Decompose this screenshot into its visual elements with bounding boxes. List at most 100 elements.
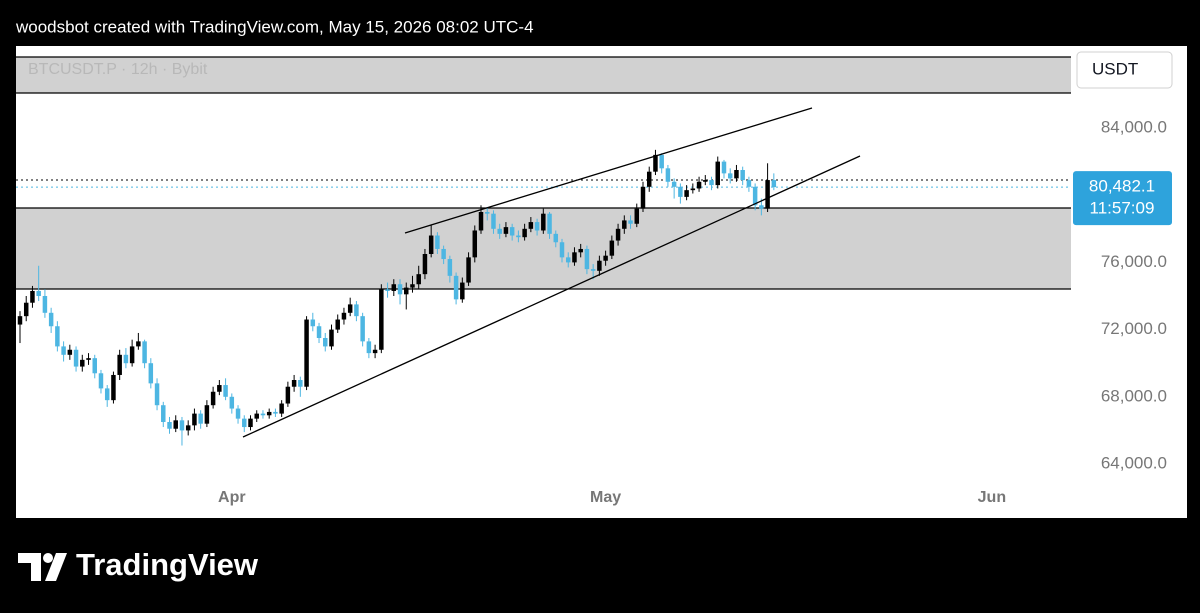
candle-body (210, 391, 216, 406)
candle-body (397, 284, 403, 295)
candle-body (204, 405, 210, 424)
candle-body (516, 235, 521, 238)
candle-body (92, 358, 97, 374)
candle-body (478, 212, 484, 231)
candle-body (385, 289, 390, 291)
candle-body (30, 290, 35, 303)
candle-body (366, 341, 372, 354)
candle-body (335, 319, 340, 330)
candle-body (559, 242, 565, 258)
logo-mark (43, 553, 53, 563)
y-tick-label: 68,000.0 (1101, 386, 1167, 405)
symbol-label: BTCUSDT.P · 12h · Bybit (28, 61, 208, 78)
candle-body (254, 413, 259, 419)
brand-logo (18, 553, 67, 581)
candle-body (466, 257, 471, 283)
candle-body (671, 181, 677, 187)
candle-body (36, 290, 41, 297)
candle-body (242, 418, 247, 428)
candle-body (435, 235, 440, 249)
candle-body (759, 205, 764, 209)
candle-body (659, 154, 664, 169)
candle-body (590, 269, 596, 271)
currency-box[interactable] (1076, 51, 1173, 89)
candle-body (497, 228, 502, 234)
candle-body (472, 230, 478, 258)
price-label-box (1073, 171, 1172, 226)
candle-body (379, 289, 384, 350)
candle-body (609, 240, 615, 256)
candle-body (765, 180, 770, 209)
candle-body (603, 255, 608, 261)
logo-mark (18, 553, 41, 581)
candle-body (55, 326, 60, 347)
candle-body (678, 186, 683, 197)
candle-body (410, 284, 415, 288)
candle-body (48, 312, 54, 327)
candle-body (266, 411, 272, 416)
candle-body (341, 312, 347, 320)
candle-body (148, 363, 154, 384)
header-text: woodsbot created with TradingView.com, M… (15, 17, 534, 36)
candle-body (136, 341, 141, 347)
candle-body (372, 349, 378, 354)
candle-body (628, 220, 633, 224)
candle-body (80, 359, 85, 367)
candle-body (123, 354, 129, 364)
logo-mark (45, 553, 67, 581)
candle-body (360, 316, 365, 342)
candle-body (248, 418, 253, 428)
candle-body (597, 260, 602, 271)
candle-body (541, 213, 546, 231)
price-label: 80,482.1 (1089, 177, 1155, 196)
candle-body (86, 358, 91, 360)
candle-body (198, 413, 203, 424)
candle-body (316, 326, 322, 339)
x-tick-label: May (590, 489, 621, 506)
y-tick-label: 64,000.0 (1101, 453, 1167, 472)
candle-body (428, 235, 434, 255)
candle-body (460, 282, 465, 300)
candle-body (260, 413, 266, 416)
candle-body (665, 168, 671, 182)
candle-body (422, 254, 428, 275)
candle-body (129, 346, 135, 364)
candle-body (354, 304, 359, 317)
candle-body (192, 413, 197, 426)
candle-body (273, 411, 278, 414)
axes: 64,000.0 68,000.0 72,000.0 76,000.0 84,000.0… (218, 117, 1172, 506)
candle-body (734, 170, 739, 179)
candle-body (185, 425, 191, 431)
candle-body (404, 287, 409, 295)
candle-body (73, 349, 79, 367)
trend-line (242, 155, 861, 438)
candle-body (684, 190, 689, 197)
candle-body (61, 346, 66, 355)
candle-body (715, 161, 720, 186)
candle-body (740, 170, 745, 181)
candle-body (42, 296, 48, 313)
resistance-zone (16, 57, 1071, 93)
candle-body (142, 341, 147, 364)
candle-body (285, 386, 291, 404)
candle-body (161, 405, 166, 423)
brand-name: TradingView (76, 547, 259, 582)
currency-label: USDT (1092, 59, 1138, 78)
candle-body (491, 213, 496, 229)
candle-body (391, 284, 397, 291)
candle-body (17, 316, 23, 325)
candle-body (572, 252, 577, 263)
candle-body (347, 304, 353, 313)
candle-body (235, 408, 241, 419)
y-tick-label: 84,000.0 (1101, 117, 1167, 136)
candle-body (453, 275, 459, 300)
candle-body (173, 420, 178, 429)
candle-body (553, 233, 559, 243)
candle-body (104, 388, 110, 401)
candle-body (304, 319, 309, 387)
candles (17, 149, 777, 446)
y-tick-label: 72,000.0 (1101, 319, 1167, 338)
candle-body (67, 349, 73, 355)
candle-body (584, 248, 590, 270)
